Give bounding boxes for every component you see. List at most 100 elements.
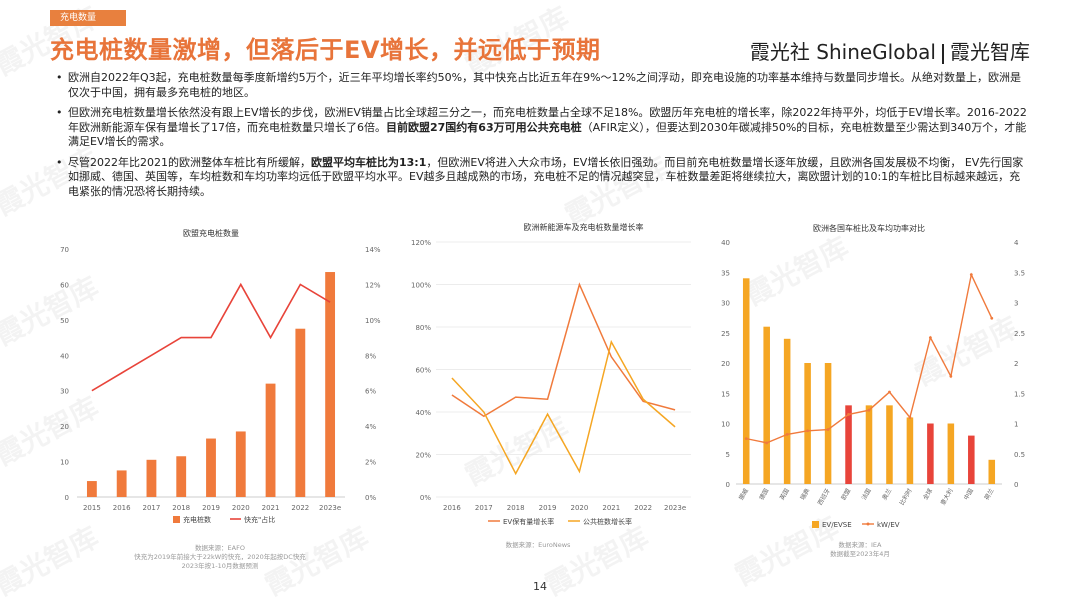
x-tick-label: 中国 (962, 487, 975, 501)
brand-think-tank: 霞光智库 (950, 40, 1030, 64)
y-tick-label: 10 (721, 421, 730, 429)
legend-label: 充电桩数 (183, 515, 211, 524)
bar-欧盟 (845, 405, 852, 484)
x-tick-label: 2017 (143, 504, 161, 512)
x-tick-label: 奥兰 (880, 487, 893, 501)
y2-tick-label: 3 (1014, 300, 1018, 308)
x-tick-label: 2019 (202, 504, 220, 512)
line-point-挪威 (744, 437, 748, 441)
y2-tick-label: 2 (1014, 360, 1018, 368)
line-point-英国 (785, 432, 789, 436)
x-tick-label: 挪威 (737, 487, 750, 501)
x-tick-label: 2021 (602, 504, 620, 512)
line-point-德国 (765, 441, 769, 445)
line-point-奥兰 (888, 390, 891, 394)
y2-tick-label: 3.5 (1014, 269, 1025, 277)
x-tick-label: 欧盟 (839, 487, 852, 501)
line-fast-charge-share (91, 282, 331, 392)
x-tick-label: 2017 (475, 504, 493, 512)
page-number: 14 (533, 580, 547, 593)
y-tick-label: 20% (415, 452, 431, 460)
y-tick-label: 80% (415, 324, 431, 332)
x-tick-label: 2022 (634, 504, 652, 512)
x-tick-label: 2018 (507, 504, 525, 512)
legend-label: 快充"占比 (244, 515, 275, 524)
bar-西班牙 (824, 363, 832, 484)
y2-tick-label: 2.5 (1014, 330, 1025, 338)
x-tick-label: 2021 (262, 504, 280, 512)
y-tick-label: 60 (60, 281, 69, 289)
y2-tick-label: 2% (365, 459, 376, 467)
bullet-highlight: 欧盟平均车桩比为13:1 (311, 155, 427, 169)
x-tick-label: 2016 (113, 504, 131, 512)
x-tick-label: 法国 (860, 487, 873, 501)
y2-tick-label: 4% (365, 423, 376, 431)
bar-2018 (176, 456, 187, 497)
y-tick-label: 60% (415, 367, 431, 375)
y2-tick-label: 8% (365, 352, 376, 360)
bar-德国 (763, 326, 770, 484)
y2-tick-label: 14% (365, 246, 381, 254)
x-tick-label: 2020 (571, 504, 589, 512)
y-tick-label: 30 (721, 300, 730, 308)
line-point-瑞典 (806, 429, 810, 433)
brand-divider (942, 43, 944, 64)
line-point-比利时 (908, 416, 912, 419)
legend-label: EV保有量增长率 (503, 517, 554, 526)
brand-logo: 霞光社 ShineGlobal 霞光智库 (750, 36, 1030, 65)
chart3-source-note: 数据来源：IEA 数据截至2023年4月 (830, 541, 890, 558)
y-tick-label: 0 (65, 494, 69, 502)
y2-tick-label: 6% (365, 388, 376, 396)
series-line-1 (451, 339, 676, 476)
x-tick-label: 2023e (664, 504, 686, 512)
bar-荷兰 (988, 459, 996, 484)
line-point-法国 (867, 408, 871, 412)
x-tick-label: 德国 (757, 487, 770, 501)
chart-title: 欧盟充电桩数量 (183, 228, 239, 238)
x-tick-label: 2018 (172, 504, 190, 512)
bullet-text: 尽管2022年比2021的欧洲整体车桩比有所缓解， (68, 155, 311, 169)
series-line-0 (451, 282, 676, 418)
page-title: 充电桩数量激增，但落后于EV增长，并远低于预期 (50, 36, 601, 64)
bar-2021 (265, 383, 276, 497)
legend-swatch-marker (866, 522, 870, 526)
x-tick-label: 2019 (539, 504, 557, 512)
y-tick-label: 40 (60, 352, 69, 360)
y-tick-label: 70 (60, 246, 69, 254)
bar-中国 (968, 435, 975, 484)
line-point-全球 (928, 336, 932, 339)
bar-挪威 (742, 278, 750, 484)
bullet-list: 欧洲自2022年Q3起，充电桩数量每季度新增约5万个，近三年平均增长率约50%，… (56, 71, 1031, 205)
bullet-item: 尽管2022年比2021的欧洲整体车桩比有所缓解，欧盟平均车桩比为13:1，但欧… (56, 156, 1031, 200)
y2-tick-label: 0 (1014, 481, 1018, 489)
brand-name: 霞光社 ShineGlobal (749, 40, 936, 64)
bar-全球 (927, 423, 934, 484)
y-tick-label: 35 (721, 269, 730, 277)
y-tick-label: 25 (721, 330, 730, 338)
y-tick-label: 40% (415, 409, 431, 417)
bar-2020 (235, 431, 246, 497)
chart-country-ratio: 欧洲各国车桩比及车均功率对比 0 5 10 15 20 25 30 35 40 0 0.5 1 1.5 2 2… (721, 223, 1025, 529)
bar-法国 (865, 405, 873, 484)
legend-swatch-bars (173, 516, 180, 523)
y2-tick-label: 0% (365, 494, 376, 502)
line-point-荷兰 (990, 316, 994, 320)
chart-title: 欧洲新能源车及充电桩数量增长率 (524, 222, 644, 232)
bullet-item: 但欧洲充电桩数量增长依然没有跟上EV增长的步伐，欧洲EV销量占比全球超三分之一，… (56, 106, 1031, 150)
x-tick-label: 瑞典 (798, 487, 811, 501)
y2-tick-label: 1 (1014, 421, 1018, 429)
bullet-highlight: 目前欧盟27国约有63万可用公共充电桩 (386, 120, 582, 134)
section-tag: 充电数量 (50, 10, 126, 26)
x-tick-label: 意大利 (939, 487, 955, 507)
y-tick-label: 50 (60, 317, 69, 325)
x-tick-label: 西班牙 (816, 487, 832, 507)
y2-tick-label: 10% (365, 317, 381, 325)
line-point-欧盟 (847, 413, 850, 416)
legend-label: kW/EV (877, 521, 900, 529)
y-tick-label: 30 (60, 388, 69, 396)
bar-2023e (325, 272, 336, 497)
bar-瑞典 (804, 363, 811, 484)
y2-tick-label: 1.5 (1014, 390, 1025, 398)
y-tick-label: 40 (721, 239, 730, 247)
bullet-item: 欧洲自2022年Q3起，充电桩数量每季度新增约5万个，近三年平均增长率约50%，… (56, 71, 1031, 100)
